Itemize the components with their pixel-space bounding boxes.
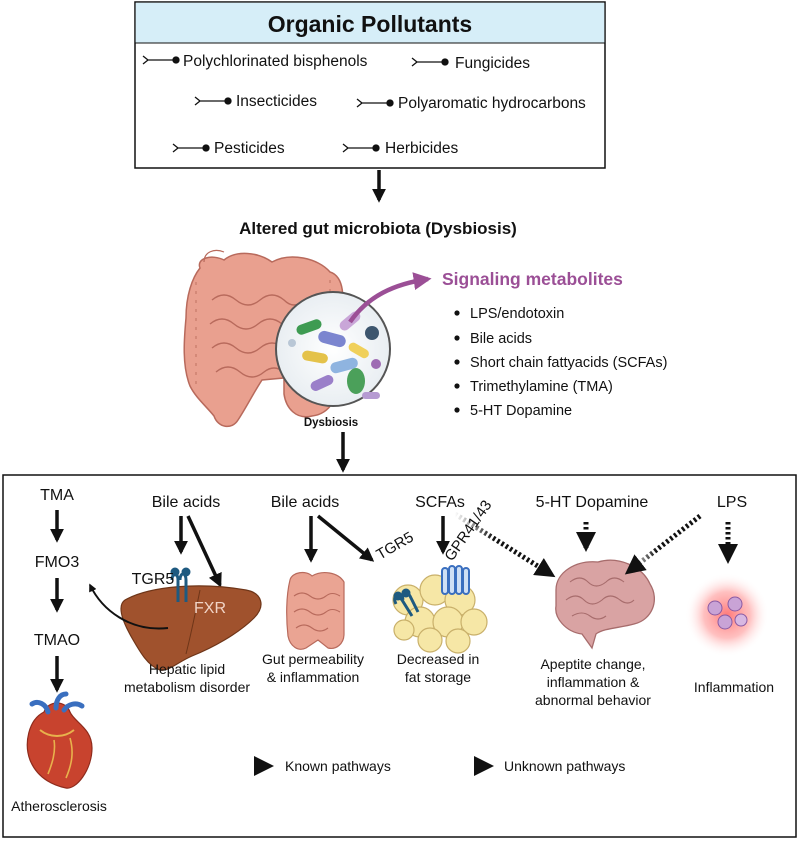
liver-icon <box>120 585 262 671</box>
signaling-item: Short chain fattyacids (SCFAs) <box>470 355 667 371</box>
signaling-arrow <box>348 272 432 324</box>
brain-icon <box>555 559 655 650</box>
brain-outcome-label: Apeptite change, <box>540 656 645 672</box>
fat-outcome-label: fat storage <box>405 669 471 685</box>
molecule-icon <box>142 55 449 153</box>
liver-to-fmo3-arrow <box>89 583 169 630</box>
pollutant-item: Insecticides <box>236 93 317 110</box>
tgr5-fat-label: TGR5 <box>374 529 417 564</box>
gpr-receptor-icon <box>441 565 470 595</box>
intestine-icon <box>286 571 345 650</box>
inflammation-icon <box>685 573 769 657</box>
tgr5-receptor-icon <box>170 567 191 602</box>
tgr5-receptor-icon <box>393 588 420 617</box>
dysbiosis-heading: Altered gut microbiota (Dysbiosis) <box>239 219 517 238</box>
tma-label: TMA <box>40 487 74 504</box>
heart-icon <box>26 691 93 789</box>
bile-acids-label: Bile acids <box>271 494 339 511</box>
signaling-item: LPS/endotoxin <box>470 306 564 322</box>
pollutant-item: Polyaromatic hydrocarbons <box>398 95 586 112</box>
fmo3-label: FMO3 <box>35 554 80 571</box>
gut-outcome-label: & inflammation <box>267 669 360 685</box>
tgr5-liver-label: TGR5 <box>132 571 175 588</box>
fat-cells-icon <box>392 574 488 654</box>
signaling-title: Signaling metabolites <box>442 269 623 289</box>
pollutants-title: Organic Pollutants <box>268 11 472 37</box>
liver-outcome-label: metabolism disorder <box>124 679 250 695</box>
legend-known-label: Known pathways <box>285 758 391 774</box>
brain-outcome-label: inflammation & <box>547 674 640 690</box>
pollutants-box <box>134 1 606 169</box>
dysbiosis-label: Dysbiosis <box>304 417 358 429</box>
inflammation-label: Inflammation <box>694 679 774 695</box>
microbiota-magnifier <box>275 291 391 407</box>
signaling-item: 5-HT Dopamine <box>470 403 572 419</box>
fat-outcome-label: Decreased in <box>397 651 480 667</box>
legend-unknown-label: Unknown pathways <box>504 758 625 774</box>
liver-outcome-label: Hepatic lipid <box>149 661 225 677</box>
signaling-item: Trimethylamine (TMA) <box>470 379 613 395</box>
ht-dopamine-label: 5-HT Dopamine <box>536 494 649 511</box>
tmao-label: TMAO <box>34 632 80 649</box>
pollutant-item: Fungicides <box>455 55 530 72</box>
pollutant-item: Herbicides <box>385 140 458 157</box>
atherosclerosis-label: Atherosclerosis <box>11 798 107 814</box>
scfas-label: SCFAs <box>415 494 465 511</box>
gut-outcome-label: Gut permeability <box>262 651 364 667</box>
pollutant-item: Polychlorinated bisphenols <box>183 53 368 70</box>
signaling-item: Bile acids <box>470 331 532 347</box>
signaling-list <box>454 310 460 413</box>
brain-outcome-label: abnormal behavior <box>535 692 651 708</box>
fxr-label: FXR <box>194 600 226 617</box>
lps-label: LPS <box>717 494 747 511</box>
pathways-box <box>2 474 797 838</box>
pollutant-item: Pesticides <box>214 140 285 157</box>
bile-acids-label: Bile acids <box>152 494 220 511</box>
